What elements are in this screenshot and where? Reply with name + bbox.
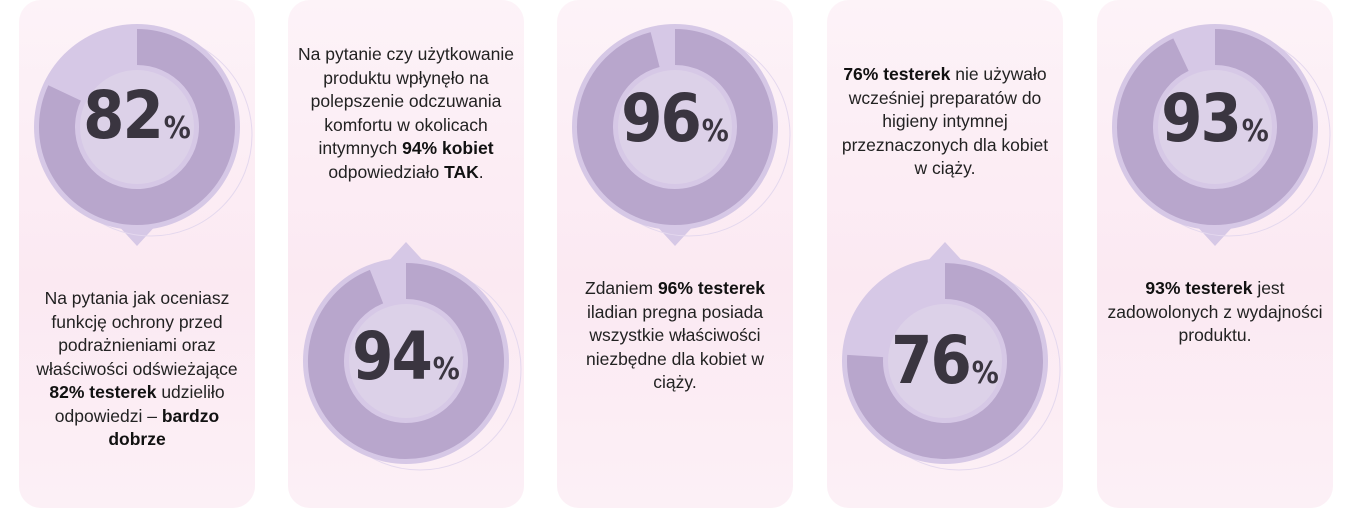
percent-sign: % — [1241, 114, 1269, 149]
stat-card-76: 76% testerek nie używało wcześniej prepa… — [827, 0, 1063, 508]
description-text: Na pytanie czy użytkowanie produktu wpły… — [298, 44, 514, 158]
badge-inner — [618, 70, 732, 184]
percent-sign: % — [971, 356, 999, 391]
description-highlight: 82% testerek — [49, 382, 157, 402]
percent-badge — [1097, 10, 1333, 246]
description-highlight: 94% kobiet — [402, 138, 494, 158]
percent-number: 93 — [1161, 80, 1242, 157]
donut-gauge-icon — [303, 242, 522, 471]
description-highlight: 76% testerek — [843, 64, 951, 84]
percent-sign: % — [432, 352, 460, 387]
gauge-fill — [308, 263, 504, 459]
percent-badge — [19, 10, 255, 246]
percent-value: 76% — [827, 328, 1063, 394]
description-highlight: 96% testerek — [657, 278, 765, 298]
donut-gauge-icon — [572, 24, 791, 246]
description-highlight: bardzo dobrze — [108, 405, 220, 450]
badge-inner — [80, 70, 194, 184]
percent-value: 82% — [19, 83, 255, 149]
percent-badge — [827, 242, 1063, 479]
description-text: udzieliło odpowiedzi – — [54, 382, 225, 426]
percent-badge — [557, 10, 793, 246]
description-text: odpowiedziało — [328, 161, 445, 182]
stat-description: 93% testerek jest zadowolonych z wydajno… — [1105, 277, 1325, 348]
percent-sign: % — [701, 114, 729, 149]
stat-description: Zdaniem 96% testerek iladian pregna posi… — [565, 277, 785, 395]
description-highlight: TAK — [444, 161, 479, 182]
percent-number: 96 — [621, 80, 702, 157]
donut-gauge-icon — [842, 242, 1061, 471]
percent-value: 93% — [1097, 86, 1333, 152]
gauge-fill — [39, 29, 235, 225]
percent-number: 82 — [83, 77, 164, 154]
stat-card-94: Na pytanie czy użytkowanie produktu wpły… — [288, 0, 524, 508]
stat-card-96: 96% Zdaniem 96% testerek iladian pregna … — [557, 0, 793, 508]
percent-badge — [288, 242, 524, 479]
description-text: iladian pregna posiada wszystkie właściw… — [585, 301, 765, 393]
description-text: . — [478, 161, 484, 182]
percent-value: 94% — [288, 324, 524, 390]
stat-description: 76% testerek nie używało wcześniej prepa… — [835, 63, 1055, 181]
percent-number: 76 — [891, 322, 972, 399]
gauge-fill — [577, 29, 773, 225]
donut-gauge-icon — [34, 24, 253, 246]
percent-sign: % — [163, 111, 191, 146]
description-text: Na pytania jak oceniasz funkcję ochrony … — [36, 288, 238, 379]
description-text: jest zadowolonych z wydajności produktu. — [1107, 278, 1323, 345]
description-text: nie używało wcześniej preparatów do higi… — [841, 64, 1049, 178]
description-text: Zdaniem — [585, 278, 658, 298]
stat-description: Na pytanie czy użytkowanie produktu wpły… — [296, 43, 516, 184]
badge-inner — [888, 304, 1002, 418]
gauge-fill — [847, 263, 1043, 459]
stat-card-93: 93% 93% testerek jest zadowolonych z wyd… — [1097, 0, 1333, 508]
percent-value: 96% — [557, 86, 793, 152]
donut-gauge-icon — [1112, 24, 1331, 246]
stat-description: Na pytania jak oceniasz funkcję ochrony … — [27, 287, 247, 452]
stat-card-82: 82% Na pytania jak oceniasz funkcję ochr… — [19, 0, 255, 508]
badge-inner — [1158, 70, 1272, 184]
badge-inner — [349, 304, 463, 418]
description-highlight: 93% testerek — [1145, 278, 1253, 298]
gauge-fill — [1117, 29, 1313, 225]
percent-number: 94 — [352, 318, 433, 395]
